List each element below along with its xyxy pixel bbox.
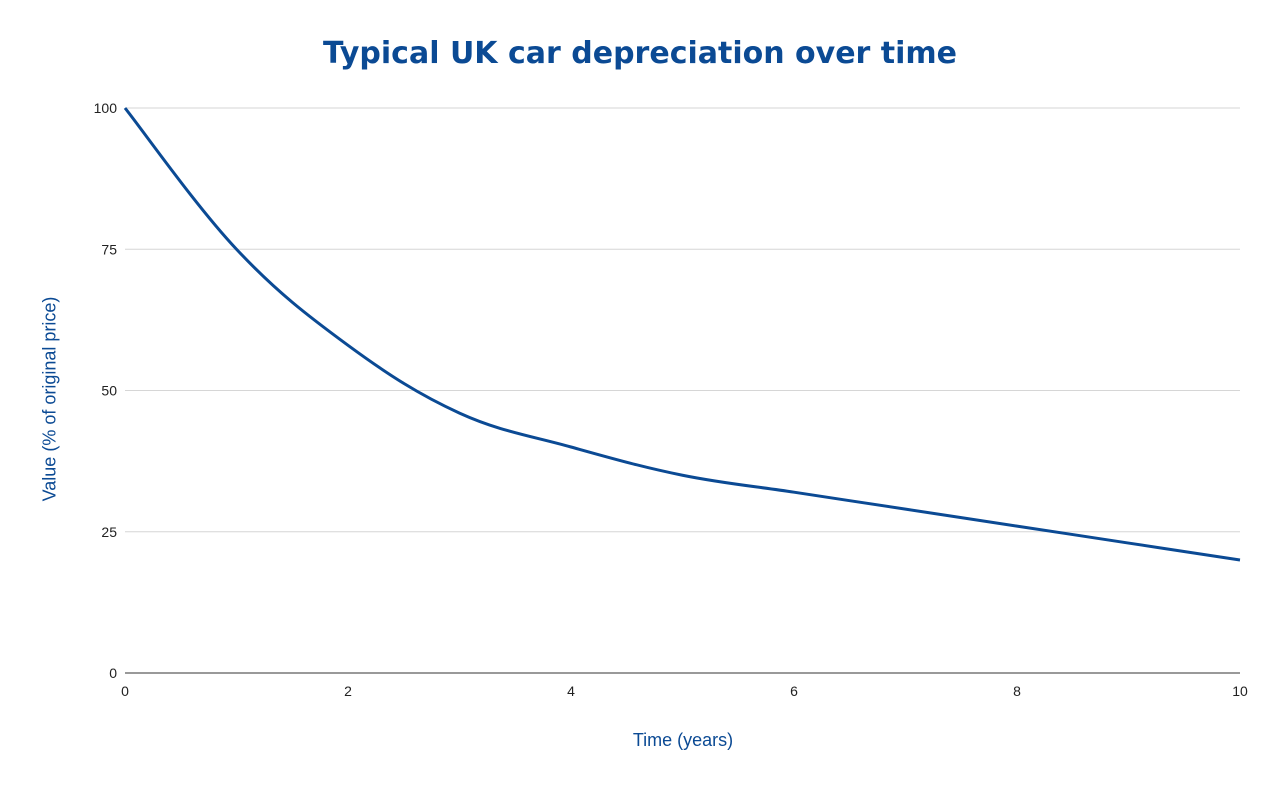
- x-tick-label: 10: [1232, 683, 1248, 699]
- series-line: [123, 107, 1241, 562]
- y-tick-label: 100: [94, 100, 118, 116]
- y-tick-label: 75: [101, 241, 117, 257]
- y-tick-label: 25: [101, 524, 117, 540]
- x-tick-label: 6: [790, 683, 798, 699]
- x-tick-label: 4: [567, 683, 575, 699]
- x-axis-label: Time (years): [632, 730, 734, 750]
- y-tick-label: 0: [109, 665, 117, 681]
- y-tick-label: 50: [101, 383, 117, 399]
- chart-title: Typical UK car depreciation over time: [322, 36, 958, 71]
- x-tick-label: 8: [1013, 683, 1021, 699]
- x-tick-label: 2: [344, 683, 352, 699]
- x-tick-label: 0: [121, 683, 129, 699]
